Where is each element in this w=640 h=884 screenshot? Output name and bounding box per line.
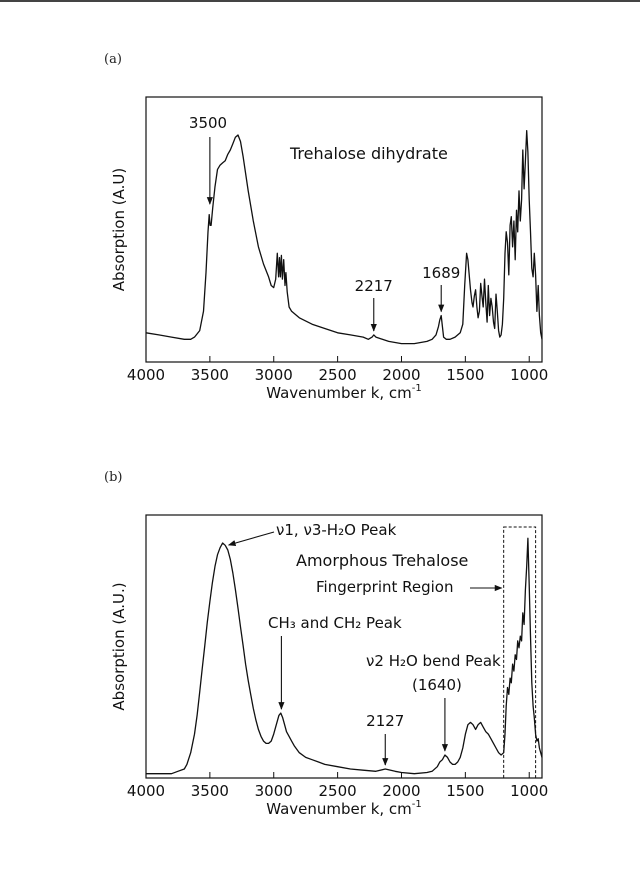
chart-a-xtick-label-2500: 2500 [319, 366, 357, 384]
chart-a-xtick-label-3000: 3000 [255, 366, 293, 384]
chart-a-inner-label: Trehalose dihydrate [289, 144, 448, 163]
chart-b-xtick-label-1000: 1000 [510, 782, 548, 800]
chart-b-plot-frame [145, 514, 543, 779]
chart-b-xtick-label-2000: 2000 [382, 782, 420, 800]
chart-b-xtick-label-1500: 1500 [446, 782, 484, 800]
chart-a-spectrum-line-0 [145, 130, 543, 345]
panel-b-label: (b) [104, 470, 123, 485]
chart-b-xtick-label-3000: 3000 [255, 782, 293, 800]
chart-a-annotation-3500: 3500 [189, 114, 227, 132]
chart-b-arrow-h2o-peak [227, 531, 275, 547]
chart-b-x-axis-label: Wavenumber k, cm-1 [266, 799, 422, 818]
chart-a-x-axis-label: Wavenumber k, cm-1 [266, 383, 422, 402]
chart-a-plot-frame [145, 96, 543, 363]
chart-b-y-axis-label: Absorption (A.U.) [110, 582, 128, 710]
chart-a: 4000 3500 3000 2500 2000 1500 1000 Wavenumber k… [110, 96, 548, 402]
chart-a-y-axis-label: Absorption (A.U) [110, 168, 128, 291]
chart-b-annotation-1640: (1640) [412, 676, 462, 694]
chart-a-xtick-label-1000: 1000 [510, 366, 548, 384]
chart-a-annotation-2217: 2217 [355, 277, 393, 295]
chart-b-region-label: Fingerprint Region [316, 578, 454, 596]
chart-a-xtick-label-2000: 2000 [382, 366, 420, 384]
chart-b-annotation-bend-peak: ν2 H₂O bend Peak [366, 652, 501, 670]
chart-b-fingerprint-region-box [503, 526, 537, 779]
chart-a-xtick-label-1500: 1500 [446, 366, 484, 384]
chart-a-xtick-label-4000: 4000 [127, 366, 165, 384]
chart-b-xtick-label-3500: 3500 [191, 782, 229, 800]
chart-b-xtick-label-2500: 2500 [319, 782, 357, 800]
page-top-rule [0, 0, 640, 2]
chart-b-annotation-ch-peak: CH₃ and CH₂ Peak [268, 614, 402, 632]
chart-a-annotation-1689: 1689 [422, 264, 460, 282]
chart-b: 4000 3500 3000 2500 2000 1500 1000 Wavenumber k… [110, 514, 548, 818]
chart-b-spectrum-line-0 [146, 537, 543, 775]
chart-b-inner-label: Amorphous Trehalose [296, 551, 468, 570]
chart-b-xtick-label-4000: 4000 [127, 782, 165, 800]
panel-a-label: (a) [104, 52, 122, 67]
chart-b-annotation-h2o-peak: ν1, ν3-H₂O Peak [276, 521, 397, 539]
chart-b-annotation-2127: 2127 [366, 712, 404, 730]
chart-a-xtick-label-3500: 3500 [191, 366, 229, 384]
